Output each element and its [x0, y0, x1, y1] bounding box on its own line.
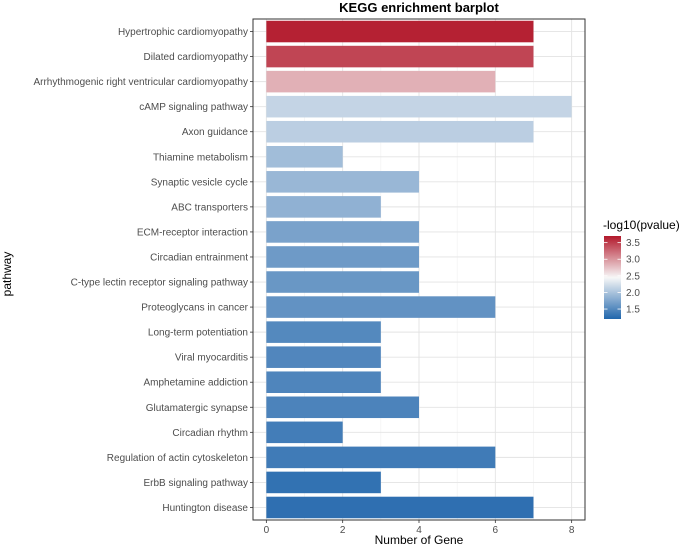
y-tick-label: C-type lectin receptor signaling pathway	[71, 278, 248, 289]
y-tick-label: Glutamatergic synapse	[146, 403, 249, 414]
bar	[266, 20, 534, 43]
y-tick-label: Proteoglycans in cancer	[141, 303, 248, 314]
bar	[266, 446, 496, 469]
chart-title: KEGG enrichment barplot	[339, 0, 499, 15]
y-tick-label: Circadian entrainment	[150, 252, 248, 263]
y-tick-label: Huntington disease	[162, 503, 248, 514]
x-tick-label: 4	[416, 525, 422, 536]
bar	[266, 371, 381, 393]
legend-tick-label: 2.5	[626, 271, 640, 282]
legend-title: -log10(pvalue)	[603, 218, 680, 232]
y-axis-title: pathway	[0, 252, 14, 297]
x-tick-label: 2	[340, 525, 346, 536]
legend-colorbar	[604, 236, 621, 319]
x-tick-label: 0	[264, 525, 270, 536]
y-tick-label: Amphetamine addiction	[143, 378, 248, 389]
bar	[266, 271, 419, 293]
y-tick-label: Synaptic vesicle cycle	[151, 177, 249, 188]
y-tick-label: cAMP signaling pathway	[139, 102, 248, 113]
bar	[266, 396, 419, 419]
legend-tick-label: 3.5	[626, 238, 640, 249]
x-tick-label: 6	[493, 525, 499, 536]
bar	[266, 421, 343, 444]
y-tick-label: ErbB signaling pathway	[143, 478, 248, 489]
x-tick-label: 8	[569, 525, 575, 536]
legend-tick-label: 2.0	[626, 288, 640, 299]
legend-tick-label: 1.5	[626, 305, 640, 316]
y-tick-label: Hypertrophic cardiomyopathy	[118, 27, 248, 38]
bar	[266, 496, 534, 519]
y-tick-label: Circadian rhythm	[172, 428, 248, 439]
x-axis-title: Number of Gene	[375, 533, 464, 547]
bar	[266, 296, 496, 318]
y-tick-label: Viral myocarditis	[175, 353, 248, 364]
y-tick-label: ECM-receptor interaction	[137, 227, 248, 238]
color-legend: -log10(pvalue) 1.5 2.0 2.5 3.0 3.5	[603, 218, 680, 319]
bar	[266, 95, 572, 118]
bar	[266, 171, 419, 193]
x-axis-tick-labels: 0 2 4 6 8	[264, 520, 575, 536]
bar	[266, 120, 534, 143]
plot-panel	[252, 18, 586, 521]
bar	[266, 346, 381, 368]
bar	[266, 321, 381, 343]
y-axis-tick-labels: Hypertrophic cardiomyopathy Dilated cardi…	[33, 27, 253, 514]
bar	[266, 246, 419, 268]
legend-tick-label: 3.0	[626, 255, 640, 266]
bar	[266, 221, 419, 243]
bar	[266, 471, 381, 494]
y-tick-label: Long-term potentiation	[148, 328, 248, 339]
bar	[266, 70, 496, 93]
y-tick-label: Regulation of actin cytoskeleton	[107, 453, 248, 464]
y-tick-label: Arrhythmogenic right ventricular cardiom…	[33, 77, 248, 88]
bar	[266, 196, 381, 218]
bar	[266, 45, 534, 68]
y-tick-label: Dilated cardiomyopathy	[144, 52, 249, 63]
y-tick-label: Axon guidance	[182, 127, 249, 138]
y-tick-label: ABC transporters	[171, 202, 248, 213]
bar	[266, 146, 343, 168]
y-tick-label: Thiamine metabolism	[153, 152, 248, 163]
